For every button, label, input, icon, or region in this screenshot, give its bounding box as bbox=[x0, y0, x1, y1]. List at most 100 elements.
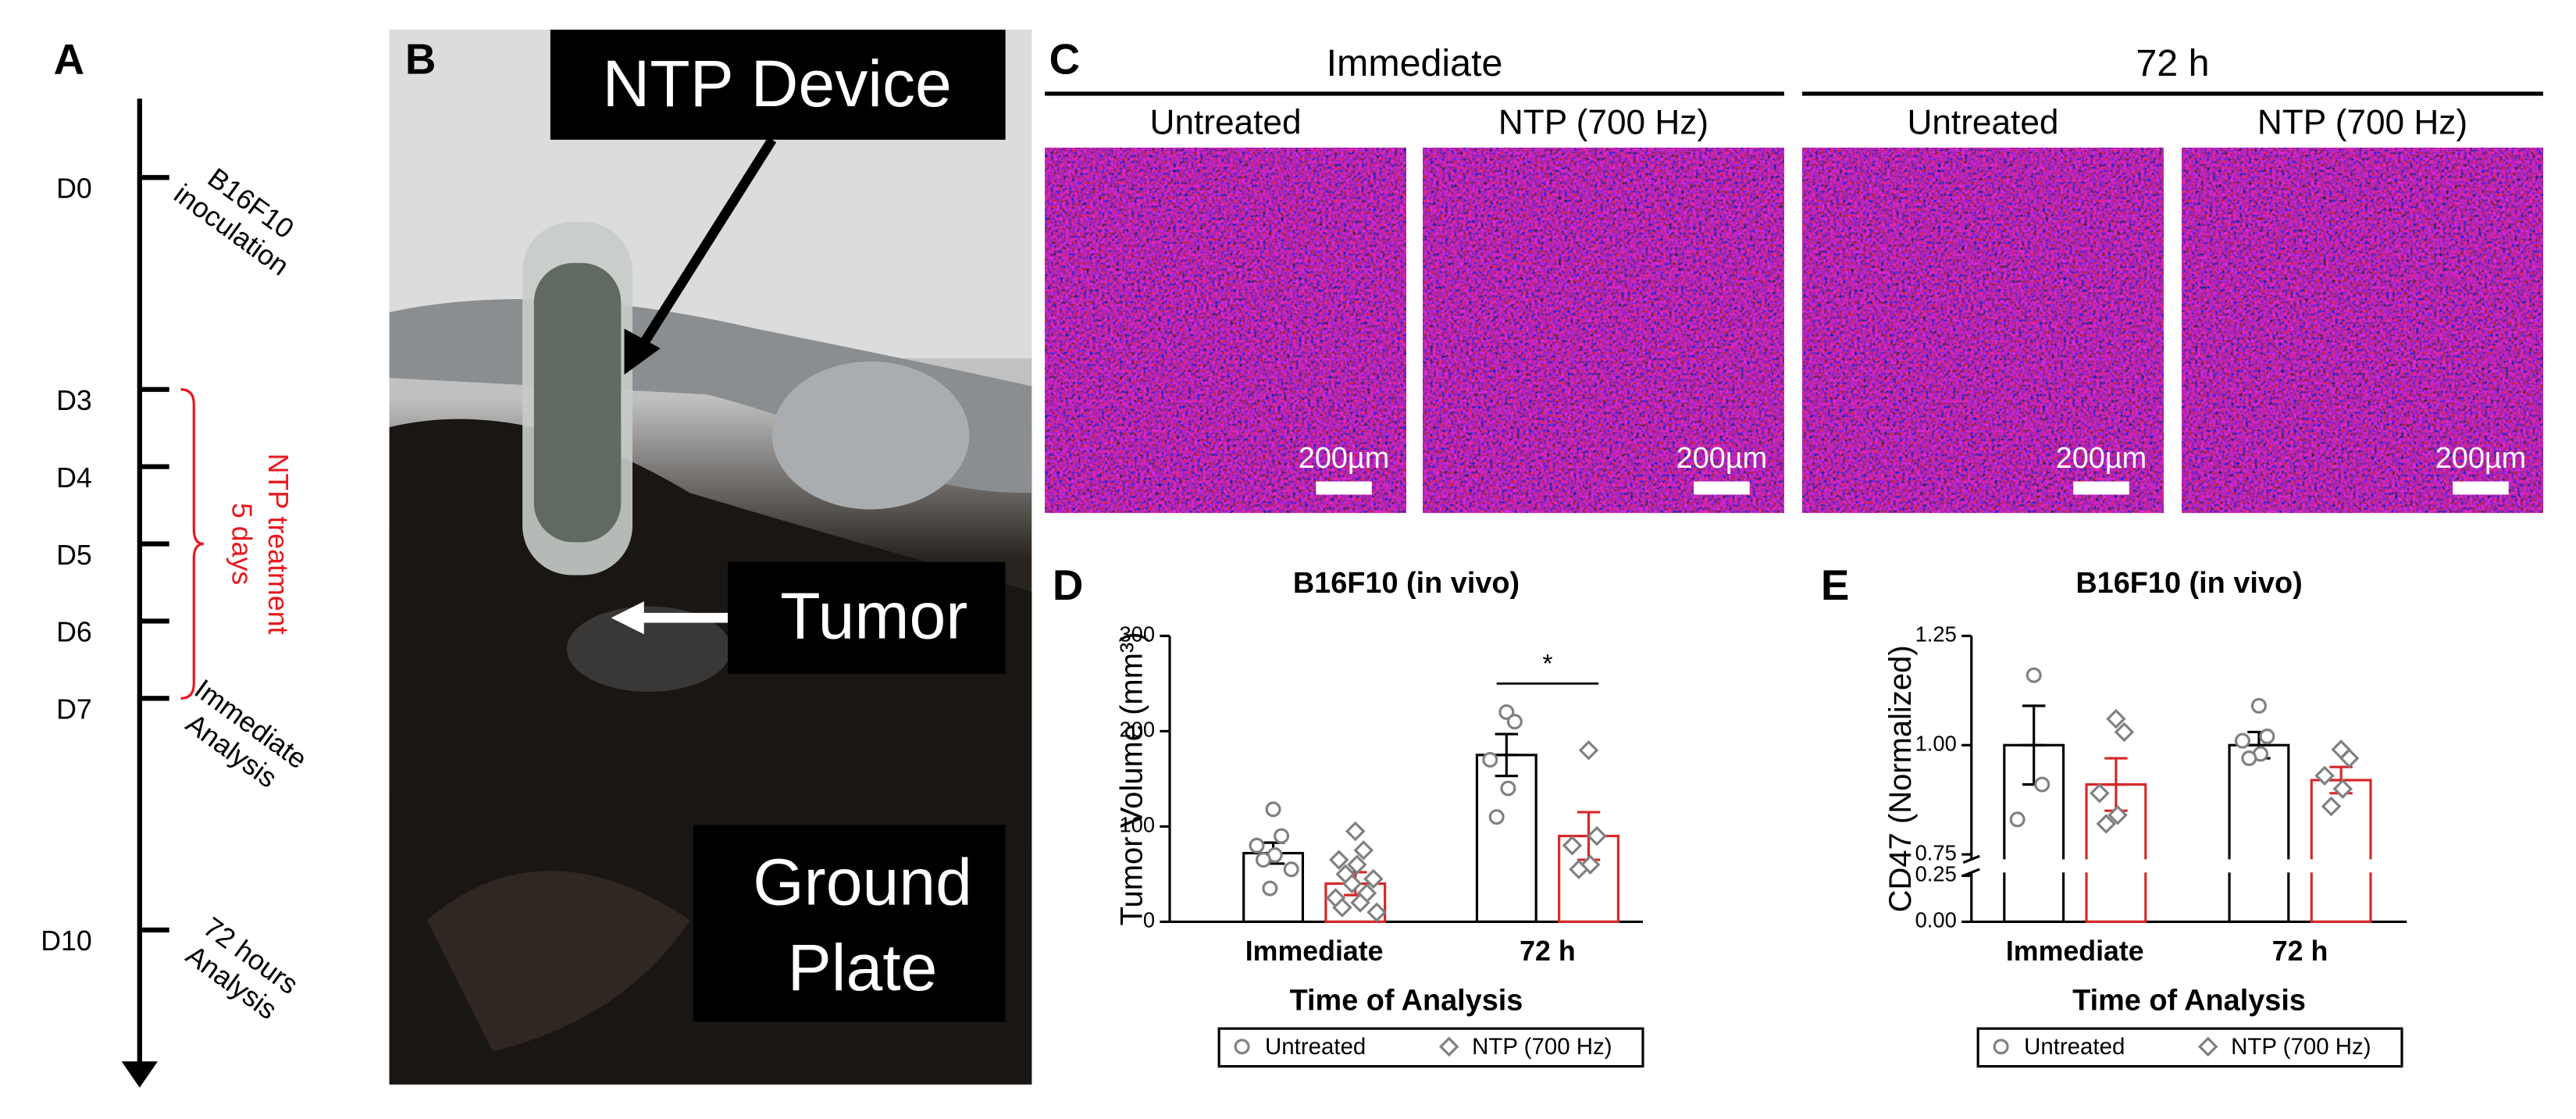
data-point bbox=[1500, 780, 1516, 796]
y-tick-label: 0.00 bbox=[1915, 908, 1957, 932]
data-point bbox=[2009, 811, 2026, 828]
panel-label: E bbox=[1821, 561, 1849, 609]
data-point bbox=[1274, 828, 1290, 844]
data-point bbox=[1350, 893, 1370, 913]
data-point bbox=[1265, 801, 1281, 818]
x-tick-label: Immediate bbox=[2006, 935, 2144, 967]
treatment-bracket bbox=[180, 388, 205, 700]
error-bar bbox=[2022, 704, 2046, 786]
panel-label: A bbox=[54, 35, 85, 84]
treatment-line: NTP treatment bbox=[262, 454, 294, 635]
data-point bbox=[2250, 697, 2267, 714]
data-point bbox=[2314, 765, 2335, 786]
timeline-day: D6 bbox=[56, 617, 92, 648]
data-point bbox=[2332, 779, 2353, 799]
data-point bbox=[2026, 667, 2042, 683]
y-tick-label: 0.75 bbox=[1915, 840, 1957, 864]
data-point bbox=[2107, 805, 2128, 825]
error-bar bbox=[1495, 732, 1519, 778]
legend-label: Untreated bbox=[1265, 1034, 1366, 1060]
scale-bar bbox=[1316, 481, 1372, 495]
y-tick-label: 100 bbox=[1119, 813, 1155, 837]
legend-marker bbox=[1993, 1039, 2009, 1055]
data-point bbox=[1482, 751, 1498, 768]
data-point bbox=[1587, 825, 1607, 846]
y-tick-label: 1.00 bbox=[1915, 731, 1957, 755]
legend-marker bbox=[1234, 1039, 1250, 1055]
data-point bbox=[1506, 714, 1523, 730]
scale-label: 200µm bbox=[1676, 442, 1768, 475]
data-point bbox=[1488, 809, 1505, 825]
chart-title: B16F10 (in vivo) bbox=[2075, 567, 2302, 600]
data-point bbox=[1332, 897, 1352, 918]
x-tick-label: 72 h bbox=[1520, 935, 1576, 967]
axis-break-gap bbox=[1958, 859, 2407, 873]
micrograph-texture bbox=[1045, 148, 1406, 513]
legend-box bbox=[1976, 1027, 2403, 1068]
data-point bbox=[1498, 704, 1515, 720]
x-axis-label: Time of Analysis bbox=[2072, 985, 2306, 1017]
x-tick-label: 72 h bbox=[2272, 935, 2328, 967]
photo bbox=[389, 29, 1032, 1085]
data-point bbox=[1569, 859, 1589, 880]
legend-box bbox=[1217, 1027, 1644, 1068]
data-point bbox=[2090, 783, 2110, 804]
data-point bbox=[2114, 722, 2135, 743]
y-axis-label: CD47 (Normalized) bbox=[1883, 645, 1918, 912]
data-point bbox=[2241, 750, 2257, 767]
data-point bbox=[2106, 708, 2126, 729]
y-tick-label: 0 bbox=[1143, 908, 1155, 932]
data-point bbox=[2096, 814, 2117, 834]
data-point bbox=[1578, 740, 1599, 761]
micrograph-texture bbox=[1423, 148, 1784, 513]
data-point bbox=[1353, 840, 1374, 861]
image-title: NTP (700 Hz) bbox=[2257, 104, 2467, 142]
data-point bbox=[1345, 821, 1366, 842]
timeline-day: D10 bbox=[41, 925, 92, 957]
micrograph-texture bbox=[1802, 148, 2164, 513]
x-tick-label: Immediate bbox=[1245, 935, 1384, 967]
data-point bbox=[1341, 873, 1363, 894]
scale-label: 200µm bbox=[2056, 442, 2147, 475]
y-tick-label: 200 bbox=[1119, 718, 1155, 742]
group-title: Immediate bbox=[1327, 42, 1503, 84]
timeline-day: D0 bbox=[56, 173, 92, 205]
y-tick-label: 1.25 bbox=[1915, 622, 1957, 647]
data-point bbox=[2321, 796, 2342, 817]
plate-label: Ground bbox=[753, 845, 972, 918]
scale-label: 200µm bbox=[1299, 442, 1390, 475]
bar bbox=[2310, 779, 2372, 923]
scale-label: 200µm bbox=[2435, 442, 2527, 475]
axis-break-mark bbox=[1962, 854, 1980, 864]
y-axis-label: Tumor Volume (mm³) bbox=[1114, 632, 1149, 925]
scale-bar bbox=[2453, 481, 2509, 495]
data-point bbox=[2234, 732, 2250, 749]
data-point bbox=[1562, 836, 1583, 856]
scale-bar bbox=[2073, 481, 2129, 495]
data-point bbox=[1347, 854, 1367, 875]
micrograph-texture bbox=[2182, 148, 2543, 513]
treatment-line: 5 days bbox=[226, 503, 258, 585]
image-title: Untreated bbox=[1907, 104, 2058, 142]
data-point bbox=[2259, 729, 2275, 745]
panel-label: D bbox=[1053, 561, 1084, 609]
bar bbox=[2228, 743, 2290, 923]
axis-break-mark bbox=[1962, 868, 1980, 877]
tumor-label: Tumor bbox=[780, 579, 967, 653]
y-tick-label: 300 bbox=[1119, 622, 1155, 647]
device-label: NTP Device bbox=[603, 47, 952, 120]
panel-label: B bbox=[405, 35, 436, 84]
data-point bbox=[1255, 852, 1271, 868]
timeline-day: D5 bbox=[56, 540, 92, 571]
image-title: NTP (700 Hz) bbox=[1498, 104, 1708, 142]
bar bbox=[1475, 754, 1537, 923]
data-point bbox=[2339, 748, 2360, 768]
scale-bar bbox=[1694, 481, 1750, 495]
timeline-arrow bbox=[121, 1061, 158, 1088]
chart-title: B16F10 (in vivo) bbox=[1293, 567, 1520, 600]
data-point bbox=[1363, 868, 1384, 889]
